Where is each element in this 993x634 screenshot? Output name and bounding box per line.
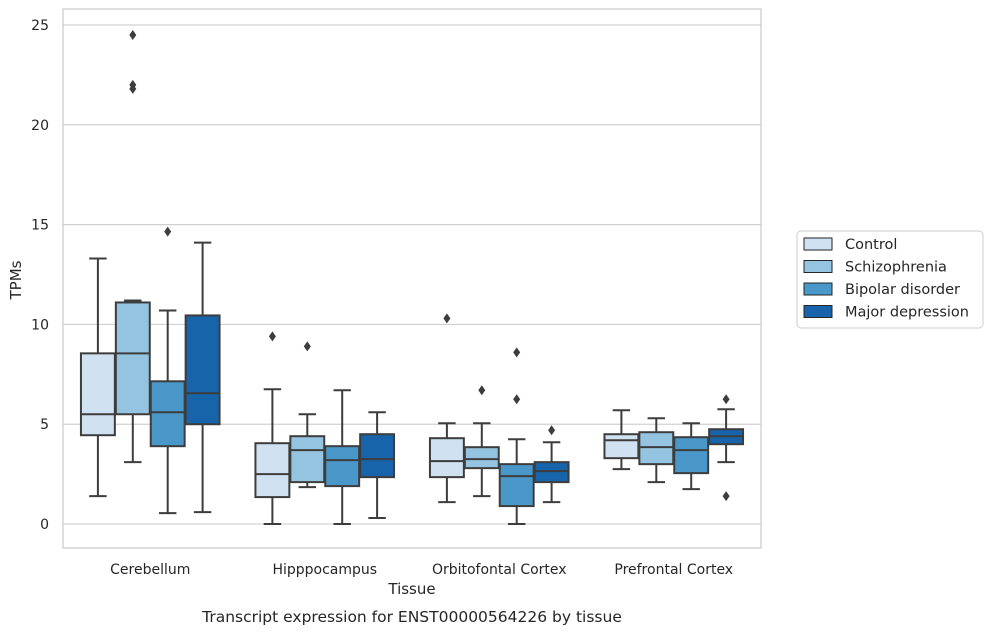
legend-swatch [803, 282, 833, 296]
box [149, 380, 186, 448]
x-tick-label: Cerebellum [110, 562, 190, 578]
box-group [463, 385, 500, 498]
outlier-point [129, 79, 137, 90]
y-tick-label: 20 [31, 118, 49, 134]
legend-label: Bipolar disorder [845, 282, 960, 298]
box-group [184, 241, 221, 514]
figure-caption: Transcript expression for ENST0000056422… [201, 608, 622, 626]
box-group [114, 29, 151, 464]
box [184, 314, 221, 426]
legend-swatch [803, 305, 833, 318]
y-axis-title: TPMs [7, 260, 25, 300]
box-group [673, 422, 710, 491]
box [603, 433, 640, 460]
box-group [638, 417, 675, 484]
box-group [498, 347, 535, 526]
legend: Control Schizophrenia Bipolar disorder Majo… [796, 230, 984, 329]
outlier-point [722, 491, 730, 502]
box [359, 433, 396, 479]
box-group [708, 394, 745, 502]
x-tick-labels: Cerebellum Hipppocampus Orbitofontal Corte… [110, 562, 733, 578]
box-group [428, 313, 465, 504]
outlier-point [303, 341, 311, 352]
box-group [149, 226, 186, 515]
box [324, 445, 361, 488]
outlier-point [513, 347, 521, 358]
y-tick-labels: 0 5 10 15 20 25 [31, 18, 49, 533]
y-tick-label: 10 [31, 317, 49, 333]
outlier-point [513, 394, 521, 405]
box-group [289, 341, 326, 489]
y-tick-label: 25 [31, 18, 49, 34]
x-tick-label: Hipppocampus [272, 562, 377, 578]
legend-label: Major depression [845, 305, 969, 321]
outlier-point [164, 226, 172, 237]
box [498, 463, 535, 508]
outlier-point [722, 394, 730, 405]
plot-frame [62, 8, 762, 549]
box [428, 437, 465, 479]
legend-label: Control [845, 237, 897, 253]
box [79, 352, 116, 437]
box-group [254, 331, 291, 526]
legend-label: Schizophrenia [845, 260, 947, 276]
legend-swatch [803, 237, 833, 251]
outlier-point [268, 331, 276, 342]
legend-frame [796, 230, 984, 329]
x-tick-label: Orbitofontal Cortex [432, 562, 567, 578]
legend-swatch [803, 260, 833, 273]
outlier-point [129, 29, 137, 40]
y-tick-label: 5 [40, 417, 49, 433]
outlier-point [443, 313, 451, 324]
x-axis-title: Tissue [387, 580, 435, 598]
box [673, 436, 710, 475]
box-group [533, 425, 570, 504]
x-tick-label: Prefrontal Cortex [614, 562, 733, 578]
box-group [359, 411, 396, 520]
y-tick-label: 15 [31, 218, 49, 234]
box-group [324, 389, 361, 526]
y-tick-label: 0 [40, 517, 49, 533]
box [254, 442, 291, 499]
outlier-point [548, 425, 556, 436]
box [463, 446, 500, 470]
box-group [79, 257, 116, 498]
box [114, 301, 151, 416]
box [289, 435, 326, 484]
outlier-point [478, 385, 486, 396]
box-groups [79, 29, 745, 526]
